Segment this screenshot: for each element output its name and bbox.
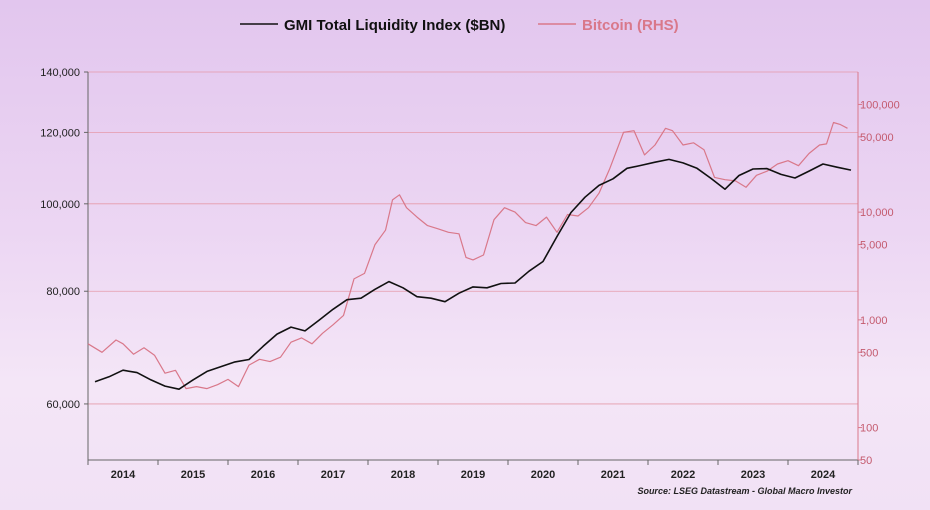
left-tick-label: 120,000 <box>40 127 80 139</box>
liquidity-series-line <box>94 158 852 391</box>
source-note: Source: LSEG Datastream - Global Macro I… <box>637 486 852 496</box>
bitcoin-series-line <box>87 121 848 390</box>
right-tick-label: 500 <box>860 347 878 359</box>
left-tick-label: 80,000 <box>46 286 80 298</box>
legend: GMI Total Liquidity Index ($BN) Bitcoin … <box>240 17 679 34</box>
x-tick-label: 2021 <box>601 469 625 481</box>
right-tick-label: 5,000 <box>860 240 888 252</box>
left-tick-label: 60,000 <box>46 399 80 411</box>
left-tick-label: 140,000 <box>40 67 80 79</box>
gridlines <box>88 71 858 405</box>
left-tick-label: 100,000 <box>40 199 80 211</box>
x-tick-label: 2015 <box>181 469 205 481</box>
legend-label-bitcoin: Bitcoin (RHS) <box>582 17 679 34</box>
series-lines <box>87 121 852 391</box>
right-tick-label: 50,000 <box>860 132 894 144</box>
right-tick-label: 10,000 <box>860 207 894 219</box>
right-tick-label: 100 <box>860 423 878 435</box>
left-axis-ticks: 60,000 80,000 100,000 120,000 140,000 <box>40 67 88 411</box>
x-tick-label: 2019 <box>461 469 485 481</box>
x-tick-label: 2020 <box>531 469 555 481</box>
x-axis-ticks: 2014 2015 2016 2017 2018 2019 2020 2021 2022 2023… <box>87 460 859 481</box>
x-tick-label: 2014 <box>111 469 136 481</box>
x-tick-label: 2024 <box>811 469 836 481</box>
right-axis-ticks: 50 100 500 1,000 5,000 10,000 50,000 100,000 <box>858 99 900 467</box>
x-tick-label: 2023 <box>741 469 765 481</box>
x-tick-label: 2017 <box>321 469 345 481</box>
right-tick-label: 50 <box>860 455 872 467</box>
legend-label-liquidity: GMI Total Liquidity Index ($BN) <box>284 17 505 34</box>
axes <box>87 72 859 461</box>
x-tick-label: 2022 <box>671 469 695 481</box>
right-tick-label: 100,000 <box>860 99 900 111</box>
right-tick-label: 1,000 <box>860 315 888 327</box>
x-tick-label: 2016 <box>251 469 275 481</box>
x-tick-label: 2018 <box>391 469 415 481</box>
